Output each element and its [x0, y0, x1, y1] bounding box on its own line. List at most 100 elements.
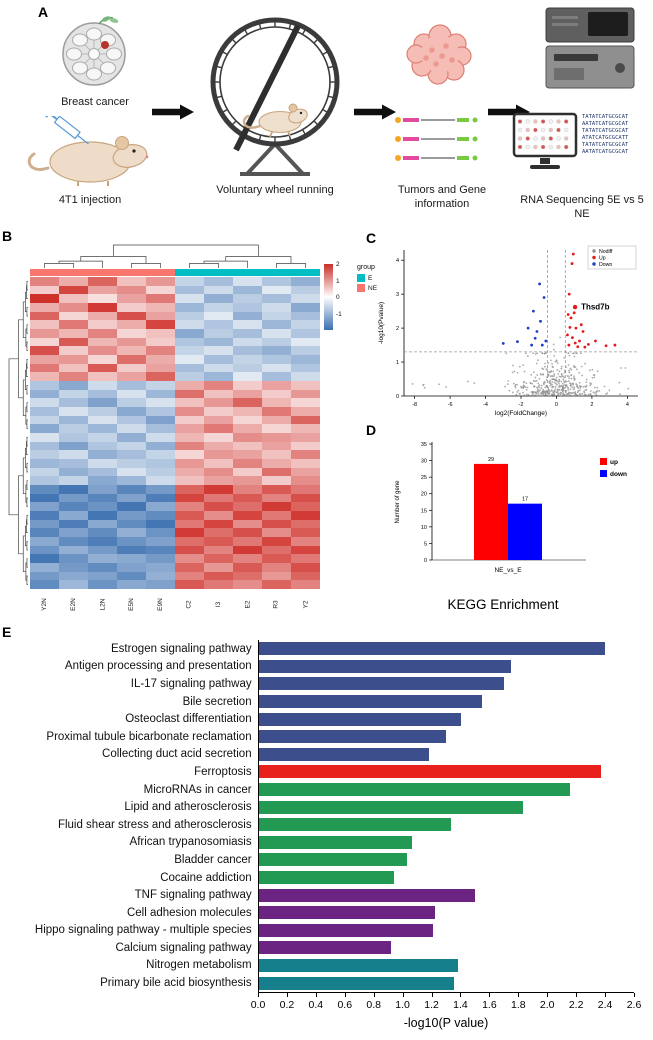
heatmap-cell [146, 511, 175, 520]
kegg-bar-track [257, 833, 634, 852]
heatmap-cell [262, 441, 291, 451]
heatmap-cell [88, 329, 117, 338]
heatmap-cell [117, 424, 146, 433]
heatmap-cell [30, 337, 59, 347]
heatmap-cell [262, 363, 291, 373]
heatmap-cell [59, 398, 88, 407]
heatmap-cell [59, 346, 88, 355]
heatmap-cell [262, 528, 291, 537]
heatmap-cell [233, 433, 262, 442]
heatmap-cell [233, 537, 262, 546]
heatmap-cell [291, 485, 320, 494]
heatmap-cell [204, 467, 233, 477]
heatmap-cell [175, 476, 204, 485]
heatmap-cell [88, 389, 117, 399]
kegg-bar [258, 835, 412, 849]
kegg-category-label: Primary bile acid biosynthesis [100, 977, 252, 990]
heatmap-cell [262, 476, 291, 485]
heatmap-cell [291, 493, 320, 503]
heatmap-cell [175, 329, 204, 338]
heatmap-cell [146, 294, 175, 303]
heatmap-cell [291, 372, 320, 381]
syringe-icon [45, 116, 89, 145]
heatmap-cell [146, 389, 175, 399]
heatmap-cell [146, 372, 175, 381]
heatmap-cell [204, 502, 233, 511]
heatmap-cell [30, 571, 59, 581]
heatmap-cell [30, 285, 59, 295]
heatmap-cell [291, 450, 320, 459]
svg-text:10: 10 [421, 525, 427, 531]
heatmap-cell [59, 329, 88, 338]
kegg-category-label: IL-17 signaling pathway [130, 677, 252, 690]
heatmap-cell [233, 441, 262, 451]
heatmap-cell [88, 398, 117, 407]
heatmap-cell [146, 537, 175, 546]
heatmap-cell [30, 389, 59, 399]
svg-text:0: 0 [555, 402, 558, 408]
heatmap-cell [30, 363, 59, 373]
heatmap-cell [117, 502, 146, 511]
kegg-bar-track [257, 815, 634, 834]
svg-text:15: 15 [421, 508, 427, 514]
svg-text:Down: Down [599, 262, 612, 268]
heatmap-cell [30, 424, 59, 433]
group-legend-title: group [357, 264, 375, 271]
heatmap-cell [204, 554, 233, 563]
heatmap-grid [30, 277, 320, 589]
heatmap-cell [88, 537, 117, 546]
kegg-axis-tick-label: 0.8 [366, 999, 381, 1011]
heatmap-cell [88, 303, 117, 312]
heatmap-cell [30, 329, 59, 338]
heatmap-cell [30, 493, 59, 503]
heatmap-cell [59, 441, 88, 451]
kegg-axis-tick-label: 0.4 [308, 999, 324, 1011]
heatmap-cell [233, 467, 262, 477]
heatmap-cell [262, 519, 291, 529]
heatmap-cell [59, 337, 88, 347]
heatmap-cell [262, 398, 291, 407]
heatmap-cell [291, 519, 320, 529]
heatmap-cell [262, 320, 291, 329]
svg-text:log2(FoldChange): log2(FoldChange) [495, 410, 547, 417]
group-annotation-cell [262, 269, 291, 276]
group-annotation-cell [30, 269, 59, 276]
group-annotation-cell [291, 269, 320, 276]
kegg-bar-row: Ferroptosis [4, 763, 634, 781]
heatmap-cell [204, 493, 233, 503]
heatmap-cell [59, 459, 88, 468]
kegg-category-label: Nitrogen metabolism [146, 959, 252, 972]
heatmap-cell [233, 459, 262, 468]
heatmap-cell [262, 467, 291, 477]
heatmap-cell [233, 415, 262, 425]
heatmap-cell [88, 571, 117, 581]
kegg-axis-tick-label: 2.4 [597, 999, 613, 1011]
kegg-bar [258, 871, 395, 885]
kegg-bar [258, 888, 476, 902]
heatmap-cell [59, 285, 88, 295]
heatmap-cell [59, 355, 88, 364]
sequence-line: TATATCATGCGCAT [582, 114, 629, 120]
heatmap-cell [59, 519, 88, 529]
heatmap-cell [146, 441, 175, 451]
kegg-bar-row: Cell adhesion molecules [4, 903, 634, 922]
heatmap-cell [88, 580, 117, 589]
heatmap-cell [233, 424, 262, 433]
heatmap-cell [117, 372, 146, 381]
heatmap-column-label: E5N [128, 597, 135, 611]
group-annotation-cell [146, 269, 175, 276]
heatmap-cell [117, 476, 146, 485]
heatmap-cell [59, 424, 88, 433]
kegg-category-label: Fluid shear stress and atherosclerosis [57, 818, 252, 831]
heatmap-cell [30, 485, 59, 494]
heatmap-cell [233, 554, 262, 563]
heatmap-cell [291, 346, 320, 355]
heatmap-cell [117, 571, 146, 581]
kegg-bar-track [257, 675, 634, 693]
heatmap-cell [30, 528, 59, 537]
heatmap-cell [59, 554, 88, 563]
heatmap-cell [88, 476, 117, 485]
heatmap-cell [146, 415, 175, 425]
heatmap-cell [233, 381, 262, 390]
